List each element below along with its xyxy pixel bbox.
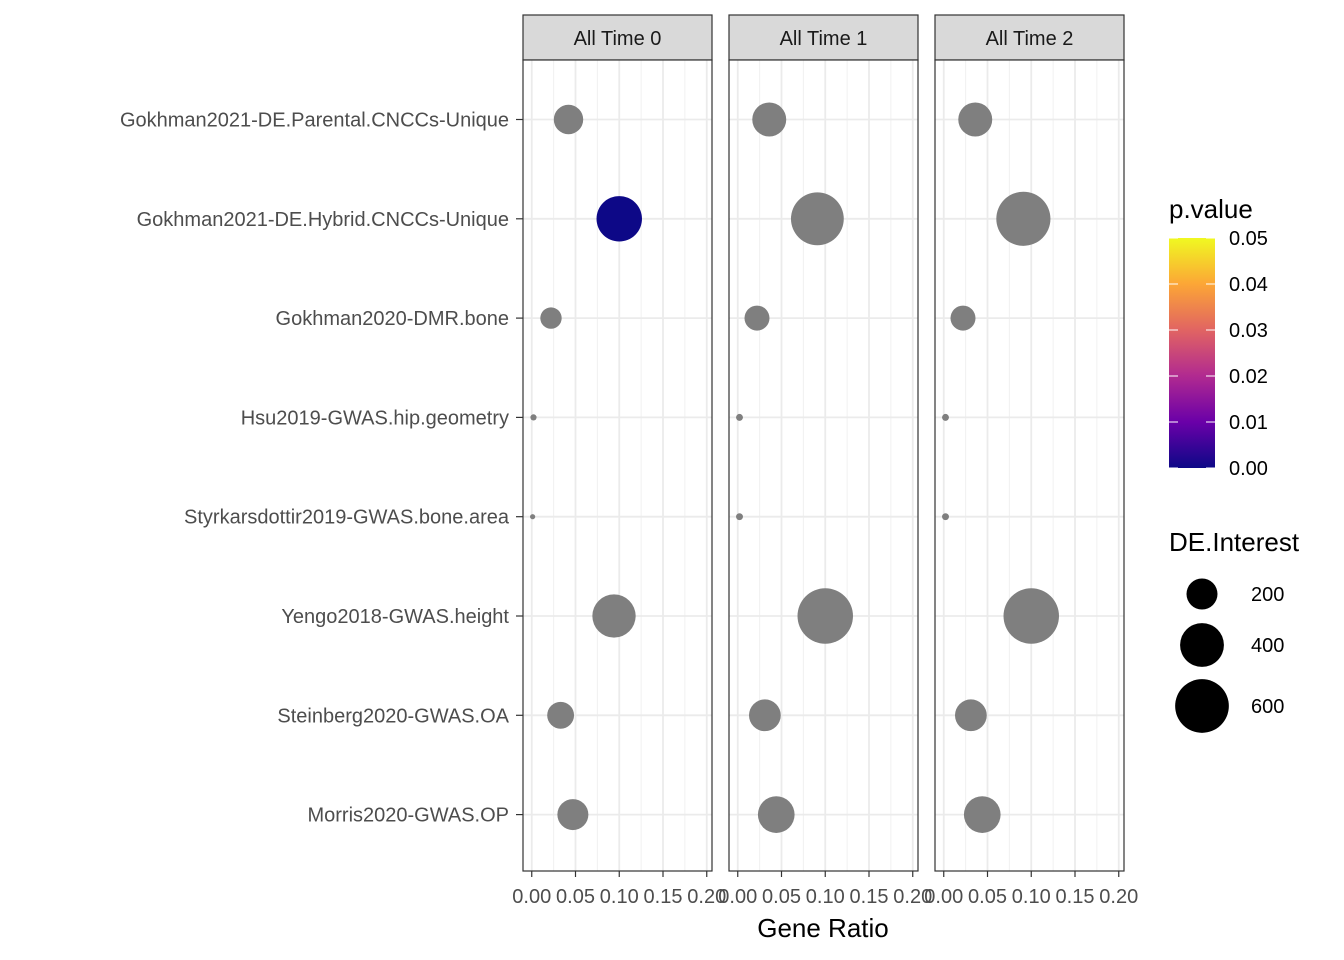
y-axis-label: Gokhman2021-DE.Hybrid.CNCCs-Unique <box>137 209 509 231</box>
x-tick-label: 0.10 <box>600 886 639 908</box>
y-axis-labels: Gokhman2021-DE.Parental.CNCCs-Unique Gokh… <box>120 110 523 827</box>
size-legend-key <box>1175 679 1229 733</box>
x-tick-label: 0.05 <box>556 886 595 908</box>
data-point <box>942 413 949 421</box>
panel-border <box>522 59 713 872</box>
y-axis-label: Hsu2019-GWAS.hip.geometry <box>241 407 509 429</box>
data-point <box>553 104 584 135</box>
data-point <box>736 413 743 421</box>
size-legend-label: 400 <box>1251 635 1284 657</box>
pvalue-colorbar <box>1169 238 1215 468</box>
data-point <box>752 102 787 137</box>
colorbar-tick-label: 0.00 <box>1229 458 1268 480</box>
size-legend-key <box>1186 578 1218 610</box>
data-point <box>744 305 770 331</box>
data-point <box>963 796 1001 833</box>
data-point <box>530 414 537 421</box>
data-point <box>547 701 575 729</box>
data-point <box>950 305 976 331</box>
data-point <box>797 588 853 644</box>
y-axis-label: Yengo2018-GWAS.height <box>281 606 509 628</box>
data-point <box>530 514 536 520</box>
colorbar-tick-label: 0.01 <box>1229 412 1268 434</box>
x-tick-label: 0.15 <box>644 886 683 908</box>
x-tick-label: 0.10 <box>1012 886 1051 908</box>
x-tick-label: 0.05 <box>968 886 1007 908</box>
x-tick-label: 0.10 <box>806 886 845 908</box>
size-legend-label: 600 <box>1251 696 1284 718</box>
x-tick-label: 0.05 <box>762 886 801 908</box>
panel-border <box>934 59 1125 872</box>
y-axis-label: Styrkarsdottir2019-GWAS.bone.area <box>184 507 510 529</box>
facet-panel-2: All Time 2 0.00 0.05 0.10 0.15 0.20 <box>924 14 1138 908</box>
x-tick-label: 0.20 <box>1099 886 1138 908</box>
data-point <box>748 699 781 732</box>
pvalue-legend-title: p.value <box>1169 194 1253 224</box>
panel-border <box>728 59 919 872</box>
size-legend-label: 200 <box>1251 584 1284 606</box>
data-point <box>540 307 562 329</box>
x-tick-label: 0.00 <box>924 886 963 908</box>
y-axis-label: Morris2020-GWAS.OP <box>307 805 509 827</box>
facet-strip <box>934 14 1125 61</box>
panel-background <box>729 60 918 871</box>
data-point <box>557 799 589 831</box>
x-tick-label: 0.20 <box>687 886 726 908</box>
panel-background <box>523 60 712 871</box>
data-point <box>757 796 795 833</box>
x-tick-label: 0.00 <box>512 886 551 908</box>
facet-panel-1: All Time 1 0.00 0.05 0.10 0.15 0.20 <box>718 14 932 908</box>
facet-strip <box>522 14 713 61</box>
x-tick-label: 0.15 <box>850 886 889 908</box>
y-axis-label: Gokhman2021-DE.Parental.CNCCs-Unique <box>120 110 509 132</box>
facet-strip-label: All Time 1 <box>780 28 868 50</box>
size-legend-key <box>1180 623 1224 667</box>
facet-strip-label: All Time 0 <box>574 28 662 50</box>
data-point <box>736 513 743 521</box>
x-tick-label: 0.20 <box>893 886 932 908</box>
data-point <box>596 196 642 242</box>
data-point <box>996 191 1051 246</box>
x-tick-label: 0.00 <box>718 886 757 908</box>
colorbar-tick-label: 0.05 <box>1229 228 1268 250</box>
facet-panel-0: All Time 0 0.00 0.05 0.10 0.15 0.20 <box>512 14 726 908</box>
size-legend-title: DE.Interest <box>1169 527 1300 557</box>
legend: p.value 0.00 0.01 0.02 0.03 0.04 0.05 DE.Intere… <box>1169 194 1300 733</box>
colorbar-tick-label: 0.03 <box>1229 320 1268 342</box>
colorbar-tick-label: 0.02 <box>1229 366 1268 388</box>
data-point <box>954 699 987 732</box>
panel-background <box>935 60 1124 871</box>
data-point <box>790 192 844 246</box>
colorbar-tick-label: 0.04 <box>1229 274 1268 296</box>
x-axis-title: Gene Ratio <box>757 913 889 943</box>
data-point <box>592 594 636 638</box>
data-point <box>958 102 993 137</box>
facet-strip-label: All Time 2 <box>986 28 1074 50</box>
y-axis-label: Gokhman2020-DMR.bone <box>276 308 509 330</box>
x-tick-label: 0.15 <box>1056 886 1095 908</box>
data-point <box>942 513 949 521</box>
y-axis-label: Steinberg2020-GWAS.OA <box>277 705 509 727</box>
data-point <box>1003 588 1059 644</box>
